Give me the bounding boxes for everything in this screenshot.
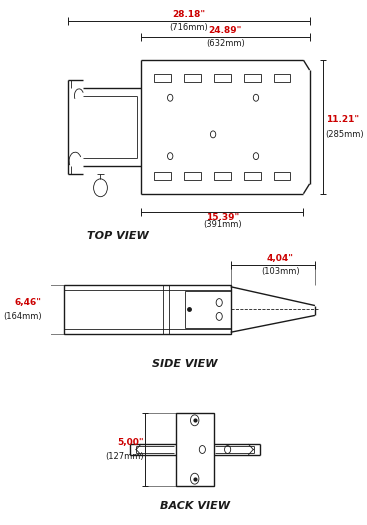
Bar (244, 74, 261, 82)
Text: 28.18": 28.18" (172, 9, 205, 18)
Text: 15.39": 15.39" (206, 213, 239, 222)
Text: 4,04": 4,04" (267, 254, 294, 263)
Text: TOP VIEW: TOP VIEW (87, 232, 149, 242)
Text: (391mm): (391mm) (203, 220, 241, 229)
Bar (214, 74, 231, 82)
Text: (716mm): (716mm) (169, 23, 208, 32)
Bar (185, 291, 231, 328)
Bar (273, 172, 290, 180)
Bar (154, 172, 171, 180)
Text: SIDE VIEW: SIDE VIEW (152, 359, 218, 369)
Text: (103mm): (103mm) (261, 267, 300, 276)
Text: (632mm): (632mm) (206, 39, 245, 48)
Text: 6,46": 6,46" (15, 298, 41, 307)
Bar (175, 413, 214, 486)
Text: 5,00": 5,00" (117, 437, 143, 447)
Text: 11.21": 11.21" (326, 115, 359, 124)
Bar (154, 74, 171, 82)
Text: (164mm): (164mm) (3, 312, 41, 321)
Bar (184, 172, 201, 180)
Bar (184, 74, 201, 82)
Text: (285mm): (285mm) (326, 130, 364, 139)
Bar (214, 172, 231, 180)
Text: 24.89": 24.89" (209, 26, 242, 35)
Bar (65, 285, 231, 334)
Text: BACK VIEW: BACK VIEW (160, 501, 230, 511)
Bar (244, 172, 261, 180)
Text: (127mm): (127mm) (105, 453, 143, 461)
Bar (273, 74, 290, 82)
